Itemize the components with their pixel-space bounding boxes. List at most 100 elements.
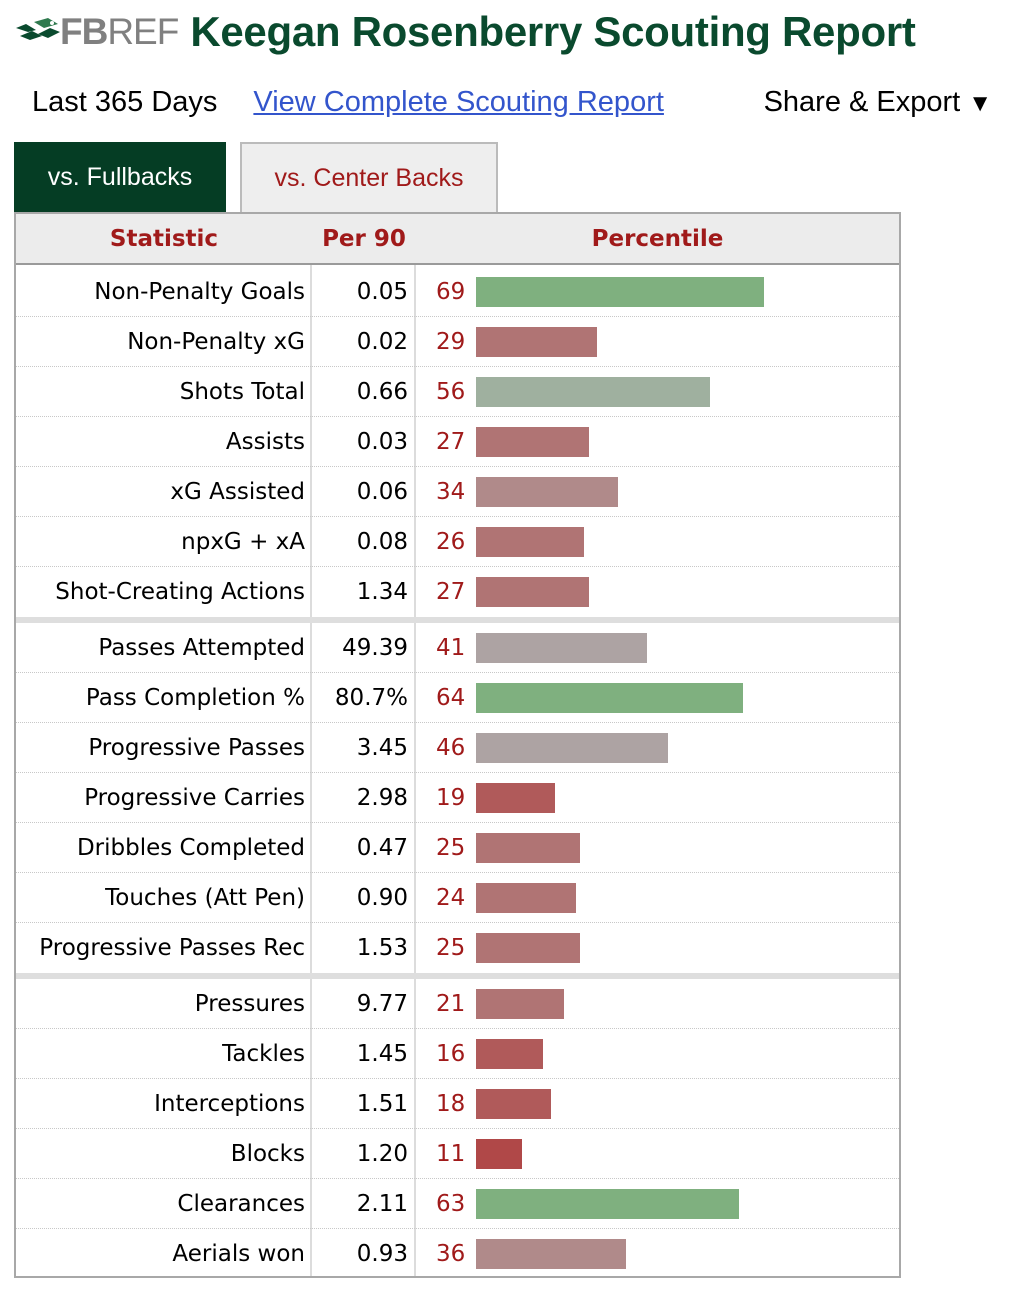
per90-value: 1.45 (356, 1041, 408, 1067)
page-title: Keegan Rosenberry Scouting Report (190, 8, 916, 55)
percentile-bar (476, 1039, 543, 1069)
caret-down-icon: ▼ (968, 90, 992, 117)
stat-name: Passes Attempted (98, 635, 305, 661)
percentile-bar (476, 477, 618, 507)
percentile-value: 64 (436, 685, 466, 711)
share-export-menu[interactable]: Share & Export ▼ (764, 80, 992, 124)
percentile-bar (476, 683, 743, 713)
table-row: Shot-Creating Actions 1.34 27 (16, 567, 899, 617)
percentile-bar (476, 933, 580, 963)
table-row: Progressive Carries 2.98 19 (16, 773, 899, 823)
percentile-value: 26 (436, 529, 466, 555)
per90-value: 0.66 (356, 379, 408, 405)
column-divider (414, 214, 416, 1276)
fbref-bird-icon (16, 18, 60, 40)
stat-name: Progressive Passes Rec (39, 935, 305, 961)
logo-ref: REF (107, 11, 179, 52)
percentile-value: 27 (436, 579, 466, 605)
stat-name: Progressive Carries (84, 785, 305, 811)
per90-value: 2.98 (356, 785, 408, 811)
percentile-value: 24 (436, 885, 466, 911)
percentile-value: 46 (436, 735, 466, 761)
percentile-value: 36 (436, 1241, 466, 1267)
column-header-percentile[interactable]: Percentile (591, 226, 724, 252)
percentile-value: 29 (436, 329, 466, 355)
per90-value: 0.08 (356, 529, 408, 555)
per90-value: 0.05 (356, 279, 408, 305)
per90-value: 80.7% (334, 685, 408, 711)
percentile-bar (476, 1189, 739, 1219)
stat-name: Clearances (177, 1191, 305, 1217)
table-row: Dribbles Completed 0.47 25 (16, 823, 899, 873)
table-row: Pass Completion % 80.7% 64 (16, 673, 899, 723)
tab-vs-center-backs[interactable]: vs. Center Backs (240, 142, 498, 212)
per90-value: 0.02 (356, 329, 408, 355)
table-row: Clearances 2.11 63 (16, 1179, 899, 1229)
percentile-bar (476, 833, 580, 863)
percentile-bar (476, 783, 555, 813)
stat-name: Aerials won (172, 1241, 305, 1267)
stat-name: Shot-Creating Actions (55, 579, 305, 605)
table-row: Touches (Att Pen) 0.90 24 (16, 873, 899, 923)
stat-name: Assists (225, 429, 305, 455)
stat-name: Pass Completion % (85, 685, 305, 711)
percentile-bar (476, 883, 576, 913)
table-row: Blocks 1.20 11 (16, 1129, 899, 1179)
table-row: Shots Total 0.66 56 (16, 367, 899, 417)
percentile-value: 18 (436, 1091, 466, 1117)
per90-value: 1.51 (356, 1091, 408, 1117)
stat-name: Interceptions (154, 1091, 305, 1117)
complete-report-link[interactable]: View Complete Scouting Report (253, 85, 664, 118)
percentile-bar (476, 377, 710, 407)
per90-value: 0.47 (356, 835, 408, 861)
tab-vs-fullbacks[interactable]: vs. Fullbacks (14, 142, 226, 212)
percentile-bar (476, 989, 564, 1019)
percentile-value: 41 (436, 635, 466, 661)
table-row: Passes Attempted 49.39 41 (16, 623, 899, 673)
stat-name: Pressures (194, 991, 305, 1017)
logo-fb: FB (60, 11, 108, 52)
group-separator (16, 973, 899, 979)
percentile-bar (476, 1239, 626, 1269)
stat-name: Tackles (222, 1041, 305, 1067)
table-row: Assists 0.03 27 (16, 417, 899, 467)
percentile-bar (476, 577, 589, 607)
column-header-statistic[interactable]: Statistic (109, 226, 219, 252)
per90-value: 0.06 (356, 479, 408, 505)
table-row: npxG + xA 0.08 26 (16, 517, 899, 567)
column-header-per90[interactable]: Per 90 (322, 226, 406, 252)
per90-value: 0.03 (356, 429, 408, 455)
table-row: Aerials won 0.93 36 (16, 1229, 899, 1276)
per90-value: 3.45 (356, 735, 408, 761)
stat-name: npxG + xA (181, 529, 305, 555)
table-header: Statistic Per 90 Percentile (16, 214, 899, 265)
percentile-bar (476, 277, 764, 307)
share-export-label: Share & Export (763, 86, 961, 118)
column-divider (310, 214, 312, 1276)
percentile-value: 56 (436, 379, 466, 405)
percentile-bar (476, 1089, 551, 1119)
stat-name: Blocks (230, 1141, 305, 1167)
group-separator (16, 617, 899, 623)
percentile-value: 69 (436, 279, 466, 305)
table-row: Pressures 9.77 21 (16, 979, 899, 1029)
fbref-logo[interactable]: FBREF (14, 6, 179, 58)
percentile-value: 25 (436, 935, 466, 961)
per90-value: 9.77 (356, 991, 408, 1017)
percentile-value: 34 (436, 479, 466, 505)
percentile-value: 21 (436, 991, 466, 1017)
table-row: Progressive Passes 3.45 46 (16, 723, 899, 773)
table-row: Tackles 1.45 16 (16, 1029, 899, 1079)
page-header: FBREF Keegan Rosenberry Scouting Report (14, 6, 916, 58)
table-row: Interceptions 1.51 18 (16, 1079, 899, 1129)
stat-name: Touches (Att Pen) (105, 885, 305, 911)
per90-value: 1.34 (356, 579, 408, 605)
stat-name: Dribbles Completed (76, 835, 305, 861)
percentile-bar (476, 327, 597, 357)
stat-name: Shots Total (179, 379, 305, 405)
per90-value: 49.39 (342, 635, 408, 661)
stat-name: Progressive Passes (88, 735, 305, 761)
percentile-bar (476, 527, 584, 557)
per90-value: 1.53 (356, 935, 408, 961)
percentile-bar (476, 1139, 522, 1169)
